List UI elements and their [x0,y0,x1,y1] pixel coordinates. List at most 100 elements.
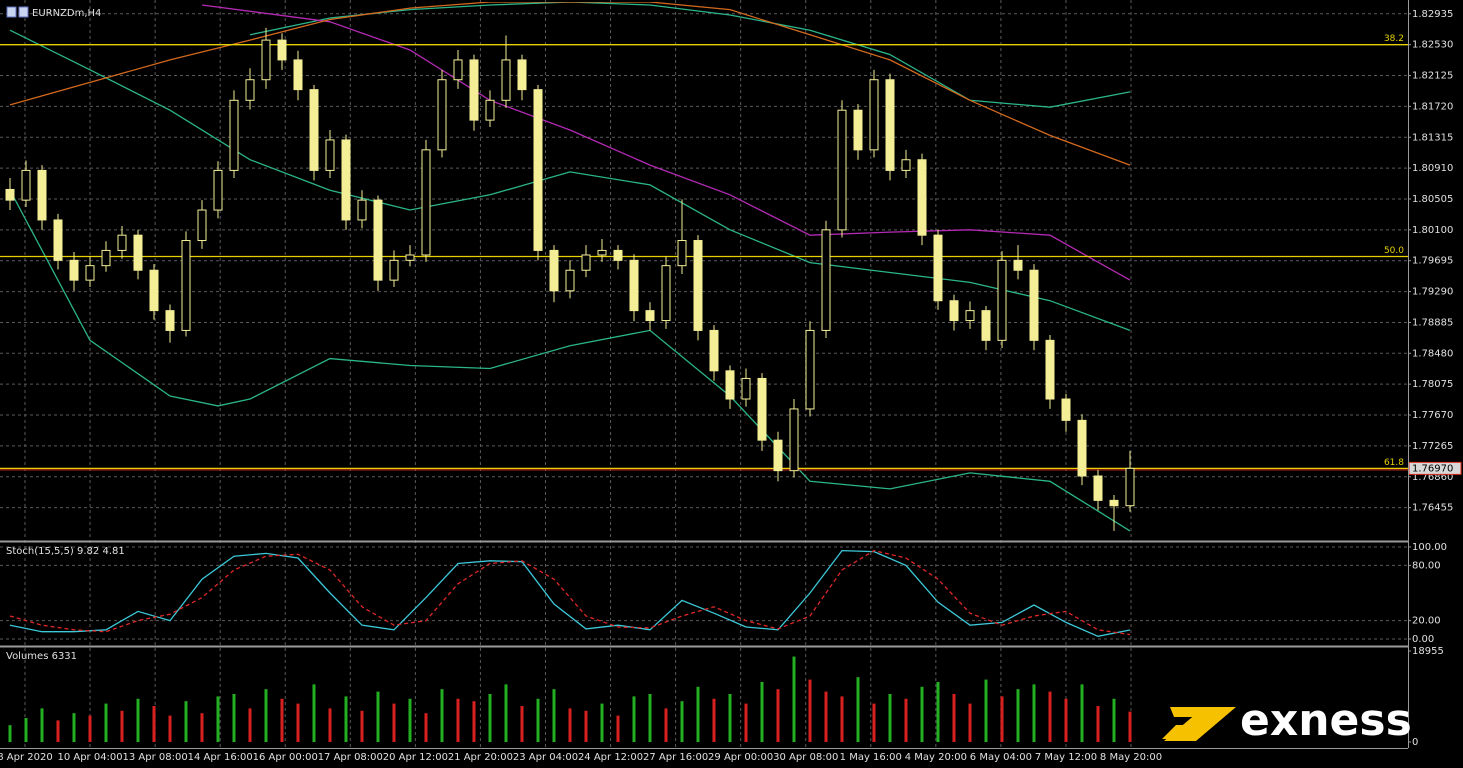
candle-body [485,99,495,121]
y-tick-label: 1.77670 [1412,410,1453,421]
candle-body [533,89,543,251]
volume-bar [936,681,940,742]
panel-title: Volumes 6331 [6,651,77,662]
x-tick-label: 29 Apr 00:00 [708,752,773,763]
x-tick-label: 21 Apr 20:00 [448,752,513,763]
candle-body [133,234,143,271]
candle-body [1045,339,1055,400]
volume-bar [312,684,316,742]
y-tick-label: 1.80505 [1412,194,1453,205]
candle-body [293,59,303,91]
indicator-line [9,189,1131,532]
x-tick-label: 4 May 20:00 [905,752,967,763]
volume-bar [728,693,732,742]
candle-body [629,259,639,312]
volume-bar [520,705,524,742]
volume-bar [664,708,668,742]
candle-body [773,439,783,472]
y-tick-label: 1.81315 [1412,132,1453,143]
volume-bar [408,698,412,742]
candle-body [981,310,991,341]
candle-body [549,249,559,292]
y-tick-label: 1.79695 [1412,256,1453,267]
candle-body [389,259,399,281]
candle-body [405,254,415,261]
candle-body [869,79,879,151]
volume-bar [24,717,28,742]
volume-bar [392,703,396,742]
volume-bar [888,693,892,742]
candle-body [53,219,63,261]
candle-body [565,269,575,292]
candle-body [837,109,847,231]
candle-body [789,408,799,472]
candle-body [1061,398,1071,421]
candle-body [901,159,911,171]
volume-bar [1000,696,1004,742]
volume-bar [584,710,588,742]
volume-bar [1048,691,1052,742]
volume-bar [72,713,76,742]
volume-bar [776,689,780,742]
candle-body [709,329,719,372]
volume-bar [1112,698,1116,742]
volume-bar [216,696,220,742]
candle-body [181,240,191,331]
candle-body [725,370,735,400]
y-tick-label: 18955 [1412,646,1444,657]
candle-body [581,254,591,271]
volume-bar [632,696,636,742]
y-tick-label: 1.76860 [1412,472,1453,483]
volume-bar [232,693,236,742]
candle-body [437,79,447,151]
volume-bar [840,696,844,742]
y-tick-label: 1.79290 [1412,287,1453,298]
x-tick-label: 20 Apr 12:00 [383,752,448,763]
y-tick-label: 0.00 [1412,634,1434,645]
volume-bar [1128,711,1132,742]
y-tick-label: 1.82935 [1412,9,1453,20]
y-tick-label: 1.78480 [1412,348,1453,359]
logo-text: exness [1240,695,1412,746]
volume-bar [56,720,60,742]
y-tick-label: 1.80100 [1412,225,1453,236]
volume-bar [680,701,684,742]
x-tick-label: 8 Apr 2020 [0,752,53,763]
candle-body [69,259,79,281]
candle-body [661,265,671,322]
candle-body [693,240,703,331]
indicator-line [9,29,1131,332]
candle-body [373,199,383,281]
volume-bar [952,693,956,742]
x-tick-label: 1 May 16:00 [840,752,902,763]
x-tick-label: 10 Apr 04:00 [57,752,122,763]
candle-body [645,310,655,322]
volume-bar [472,701,476,742]
candle-body [997,259,1007,341]
candle-body [101,249,111,267]
volume-bar [968,703,972,742]
candle-body [357,199,367,221]
candle-body [341,139,351,221]
volume-bar [264,689,268,742]
candle-body [885,79,895,171]
volume-bar [808,679,812,742]
volume-bar [40,708,44,742]
volume-bar [712,698,716,742]
volume-bar [920,686,924,742]
candle-body [197,209,207,242]
candle-body [1013,259,1023,271]
candle-body [277,39,287,61]
volume-bar [744,703,748,742]
volume-bar [88,715,92,742]
y-tick-label: 0 [1412,737,1418,748]
candle-body [165,310,175,331]
candle-body [117,234,127,251]
volume-bar [360,710,364,742]
candle-body [517,59,527,91]
y-tick-label: 1.81720 [1412,101,1453,112]
y-tick-label: 100.00 [1412,542,1447,553]
candle-body [1077,419,1087,477]
